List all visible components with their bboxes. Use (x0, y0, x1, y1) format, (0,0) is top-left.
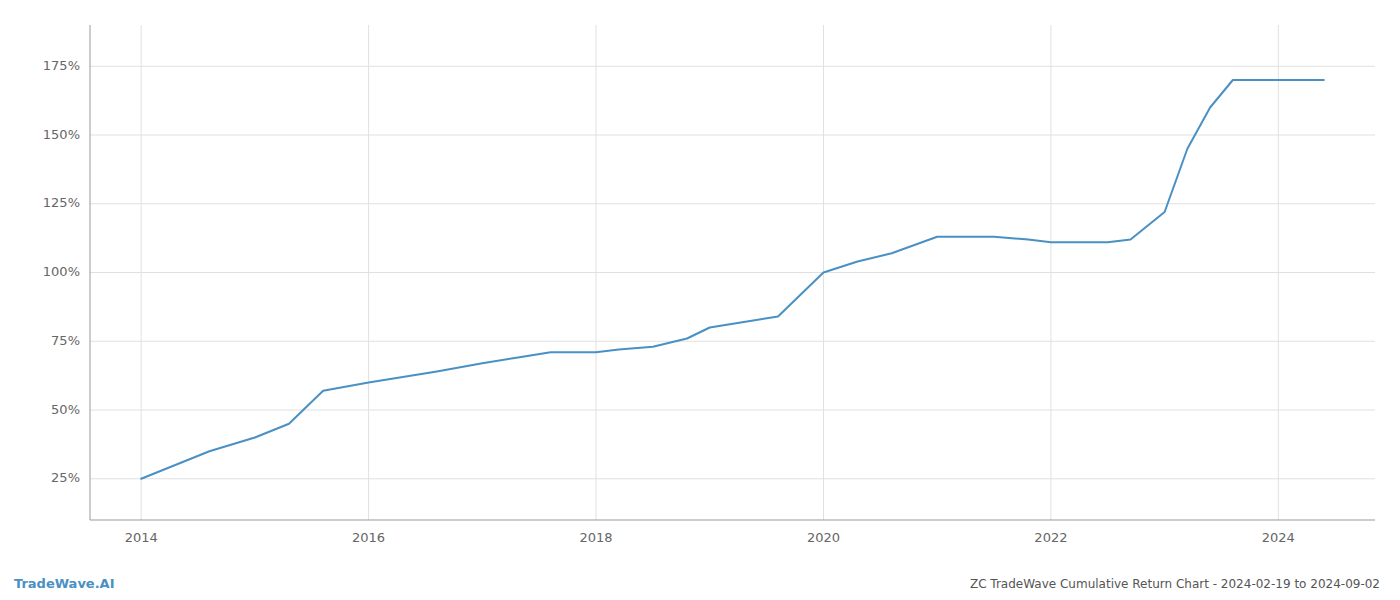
y-grid-line (90, 272, 1375, 273)
y-tick-label: 75% (51, 333, 80, 348)
x-grid-line (596, 25, 597, 520)
watermark: TradeWave.AI (14, 576, 115, 591)
y-tick-label: 150% (43, 127, 80, 142)
x-grid-line (1278, 25, 1279, 520)
data-line (141, 80, 1324, 479)
x-grid-line (141, 25, 142, 520)
data-group (141, 80, 1324, 479)
y-tick-label: 175% (43, 58, 80, 73)
x-tick-label: 2014 (125, 530, 158, 545)
y-tick-label: 50% (51, 402, 80, 417)
y-grid-line (90, 410, 1375, 411)
y-grid-line (90, 341, 1375, 342)
x-tick-label: 2018 (579, 530, 612, 545)
x-axis-line (90, 520, 1375, 521)
chart-title: ZC TradeWave Cumulative Return Chart - 2… (970, 577, 1380, 591)
axes: 25% 50% 75% 100% 125% 150% 175% 2014 2016 2018 202… (43, 25, 1375, 545)
y-grid-line (90, 66, 1375, 67)
chart-svg: 25% 50% 75% 100% 125% 150% 175% 2014 2016 2018 202… (0, 0, 1400, 600)
y-grid-line (90, 135, 1375, 136)
x-grid-line (368, 25, 369, 520)
y-tick-label: 25% (51, 470, 80, 485)
background (0, 0, 1400, 600)
x-tick-label: 2020 (807, 530, 840, 545)
x-tick-label: 2022 (1034, 530, 1067, 545)
y-grid-line (90, 203, 1375, 204)
x-tick-label: 2016 (352, 530, 385, 545)
chart-container: 25% 50% 75% 100% 125% 150% 175% 2014 2016 2018 202… (0, 0, 1400, 600)
y-axis-line (90, 25, 91, 520)
y-tick-label: 100% (43, 264, 80, 279)
grid (90, 25, 1375, 520)
y-tick-label: 125% (43, 195, 80, 210)
y-grid-line (90, 478, 1375, 479)
x-tick-label: 2024 (1262, 530, 1295, 545)
x-grid-line (1050, 25, 1051, 520)
